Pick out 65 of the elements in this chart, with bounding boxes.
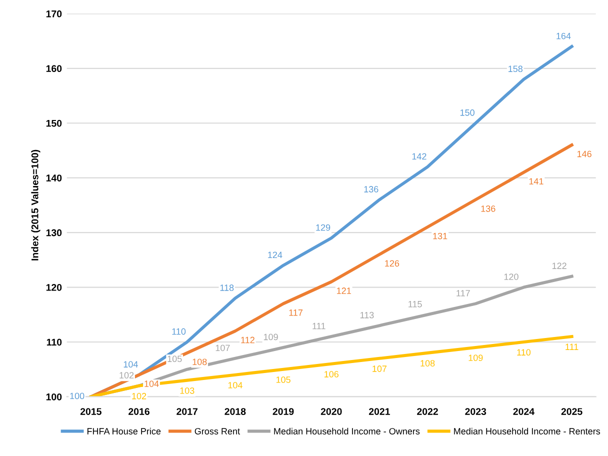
data-label: 120: [504, 274, 518, 280]
y-tick-label: 110: [46, 338, 62, 346]
data-label: 122: [552, 262, 566, 269]
data-label: 103: [180, 387, 194, 394]
data-label: 100: [70, 392, 84, 400]
data-label: 136: [364, 186, 378, 192]
data-label: 106: [324, 371, 338, 378]
x-tick-label: 2023: [465, 408, 486, 415]
y-tick-label: 160: [46, 65, 62, 72]
data-label: 118: [220, 284, 234, 291]
data-label: 121: [337, 288, 351, 294]
x-tick-label: 2017: [176, 408, 198, 415]
data-label: 104: [228, 382, 242, 388]
data-label: 158: [508, 66, 523, 72]
data-label: 102: [120, 372, 134, 378]
y-tick-label: 150: [46, 120, 62, 127]
data-label: 146: [577, 150, 592, 158]
data-label: 117: [289, 310, 303, 316]
y-axis-title: Index (2015 Values=100): [31, 150, 40, 260]
x-tick-label: 2025: [561, 408, 582, 415]
data-label: 112: [241, 336, 254, 344]
x-tick-label: 2020: [320, 408, 342, 415]
data-label: 150: [460, 109, 474, 116]
data-label: 115: [408, 301, 422, 308]
x-tick-label: 2016: [128, 408, 150, 415]
data-label: 105: [168, 356, 182, 362]
y-tick-label: 130: [46, 229, 62, 236]
y-tick-label: 140: [46, 174, 62, 182]
data-label: 126: [385, 260, 400, 267]
data-label: 131: [433, 232, 448, 240]
legend-label: Median Household Income - Owners: [274, 428, 420, 434]
data-label: 111: [312, 322, 326, 330]
data-label: 108: [420, 360, 435, 366]
data-label: 136: [481, 205, 496, 212]
data-label: 110: [517, 349, 531, 356]
data-label: 104: [144, 380, 159, 387]
x-tick-label: 2018: [224, 408, 246, 415]
legend-label: Median Household Income - Renters: [454, 428, 600, 434]
x-tick-label: 2019: [272, 408, 294, 415]
data-label: 102: [132, 392, 146, 400]
data-label: 107: [216, 344, 230, 352]
data-label: 142: [412, 153, 426, 160]
legend-label: Gross Rent: [194, 428, 240, 434]
data-label: 141: [529, 178, 544, 184]
data-label: 110: [172, 328, 186, 335]
data-label: 109: [468, 354, 483, 362]
data-label: 129: [316, 224, 330, 231]
x-tick-label: 2015: [80, 408, 102, 415]
data-label: 108: [192, 358, 207, 366]
data-label: 111: [566, 344, 578, 350]
data-label: 124: [268, 252, 282, 258]
data-label: 117: [456, 290, 470, 296]
data-label: 104: [124, 361, 138, 368]
x-tick-label: 2022: [417, 408, 438, 415]
data-label: 164: [556, 32, 571, 40]
x-tick-label: 2021: [368, 408, 390, 415]
y-tick-label: 120: [46, 284, 62, 291]
data-label: 109: [264, 334, 278, 340]
data-label: 113: [360, 312, 374, 318]
y-tick-label: 100: [46, 393, 62, 400]
x-tick-label: 2024: [513, 408, 534, 415]
data-label: 107: [372, 366, 387, 372]
legend-label: FHFA House Price: [87, 428, 161, 434]
data-label: 105: [276, 376, 290, 383]
y-tick-label: 170: [46, 10, 62, 18]
